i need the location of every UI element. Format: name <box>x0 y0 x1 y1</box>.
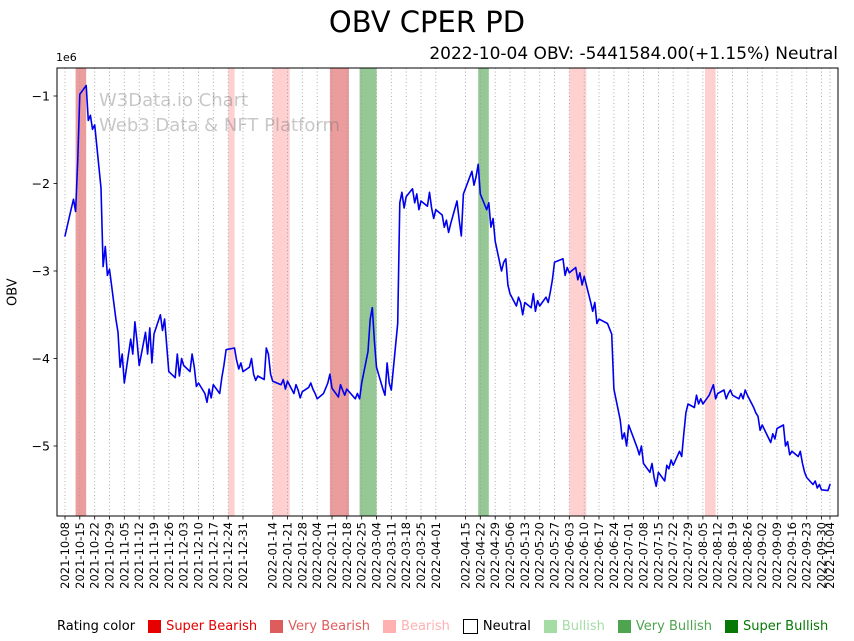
x-tick-label: 2022-03-25 <box>414 522 428 589</box>
legend-swatch-super_bullish <box>724 620 738 633</box>
x-tick-label: 2021-11-19 <box>147 522 161 589</box>
x-tick-label: 2021-12-10 <box>192 522 206 589</box>
rating-band-very_bearish <box>75 68 87 516</box>
x-tick-label: 2021-11-12 <box>132 522 146 589</box>
x-tick-label: 2022-05-27 <box>548 522 562 589</box>
x-tick-label: 2022-02-04 <box>310 522 324 589</box>
rating-band-bearish <box>569 68 587 516</box>
y-tick-label: −1 <box>32 89 50 104</box>
x-tick-label: 2021-10-08 <box>58 522 72 589</box>
x-tick-label: 2022-02-18 <box>340 522 354 589</box>
x-tick-label: 2022-03-04 <box>370 522 384 589</box>
x-tick-label: 2022-10-04 <box>823 522 837 589</box>
legend-label-very_bearish: Very Bearish <box>288 619 371 634</box>
x-tick-label: 2022-07-29 <box>681 522 695 589</box>
x-tick-label: 2021-11-26 <box>162 522 176 589</box>
x-tick-label: 2022-09-16 <box>785 522 799 589</box>
x-tick-label: 2022-06-03 <box>562 522 576 589</box>
legend-item-neutral: Neutral <box>462 619 531 634</box>
x-tick-label: 2022-04-22 <box>473 522 487 589</box>
rating-band-very_bullish <box>359 68 377 516</box>
x-tick-label: 2022-01-28 <box>295 522 309 589</box>
legend-item-bullish: Bullish <box>543 619 605 634</box>
x-tick-label: 2022-08-19 <box>726 522 740 589</box>
legend-label-neutral: Neutral <box>482 619 531 634</box>
x-tick-label: 2022-04-15 <box>459 522 473 589</box>
legend-swatch-very_bullish <box>617 620 631 633</box>
legend-item-very_bearish: Very Bearish <box>270 619 370 634</box>
x-tick-label: 2022-02-11 <box>325 522 339 589</box>
legend-swatch-bearish <box>383 620 397 633</box>
y-axis-multiplier: 1e6 <box>56 51 77 64</box>
legend-label-super_bearish: Super Bearish <box>166 619 258 634</box>
x-tick-label: 2021-10-29 <box>103 522 117 589</box>
x-tick-label: 2022-06-17 <box>592 522 606 589</box>
y-tick-label: −5 <box>32 439 50 454</box>
x-tick-label: 2021-10-15 <box>73 522 87 589</box>
rating-band-very_bearish <box>329 68 349 516</box>
chart-title: OBV CPER PD <box>328 5 526 39</box>
legend-item-very_bullish: Very Bullish <box>617 619 712 634</box>
x-tick-label: 2022-09-02 <box>755 522 769 589</box>
rating-band-very_bullish <box>478 68 489 516</box>
x-tick-label: 2022-08-12 <box>711 522 725 589</box>
x-tick-label: 2022-03-18 <box>399 522 413 589</box>
legend-label-super_bullish: Super Bullish <box>742 619 829 634</box>
x-tick-label: 2021-11-05 <box>117 522 131 589</box>
legend-title: Rating color <box>57 619 136 634</box>
chart-subtitle: 2022-10-04 OBV: -5441584.00(+1.15%) Neut… <box>429 44 838 64</box>
x-tick-label: 2022-04-29 <box>488 522 502 589</box>
legend-swatch-neutral <box>462 619 478 634</box>
legend-item-super_bullish: Super Bullish <box>724 619 829 634</box>
rating-band-bearish <box>228 68 235 516</box>
x-tick-label: 2021-12-31 <box>236 522 250 589</box>
x-tick-label: 2022-08-26 <box>740 522 754 589</box>
axes-frame <box>56 67 839 517</box>
x-tick-label: 2022-09-09 <box>770 522 784 589</box>
legend-swatch-very_bearish <box>270 620 284 633</box>
x-tick-label: 2022-01-14 <box>266 522 280 589</box>
y-tick-label: −3 <box>32 264 50 279</box>
legend-item-super_bearish: Super Bearish <box>148 619 257 634</box>
legend-item-bearish: Bearish <box>383 619 450 634</box>
x-tick-label: 2021-12-03 <box>177 522 191 589</box>
x-tick-label: 2022-04-01 <box>429 522 443 589</box>
x-tick-label: 2022-06-24 <box>607 522 621 589</box>
rating-band-bearish <box>272 68 290 516</box>
x-tick-label: 2022-07-22 <box>666 522 680 589</box>
legend-swatch-bullish <box>543 620 557 633</box>
x-tick-label: 2021-10-22 <box>88 522 102 589</box>
y-tick-label: −4 <box>32 351 50 366</box>
x-tick-label: 2022-07-01 <box>622 522 636 589</box>
x-tick-label: 2022-08-05 <box>696 522 710 589</box>
x-tick-label: 2022-02-25 <box>355 522 369 589</box>
x-tick-label: 2021-12-17 <box>206 522 220 589</box>
obv-line <box>64 84 831 492</box>
x-tick-label: 2022-09-30 <box>815 522 829 589</box>
rating-legend: Rating color Super Bearish Very Bearish Be… <box>57 619 828 634</box>
legend-swatch-super_bearish <box>148 620 162 633</box>
x-tick-label: 2022-05-20 <box>533 522 547 589</box>
x-tick-label: 2022-05-06 <box>503 522 517 589</box>
x-tick-label: 2022-03-11 <box>384 522 398 589</box>
x-tick-label: 2022-07-15 <box>651 522 665 589</box>
x-tick-label: 2022-07-08 <box>637 522 651 589</box>
y-tick-label: −2 <box>32 176 50 191</box>
x-tick-label: 2022-06-10 <box>577 522 591 589</box>
x-tick-label: 2022-01-21 <box>281 522 295 589</box>
legend-label-bullish: Bullish <box>561 619 605 634</box>
x-tick-label: 2022-05-13 <box>518 522 532 589</box>
x-tick-label: 2021-12-24 <box>221 522 235 589</box>
rating-band-bearish <box>705 68 716 516</box>
x-tick-label: 2022-09-23 <box>800 522 814 589</box>
legend-label-bearish: Bearish <box>401 619 450 634</box>
legend-label-very_bullish: Very Bullish <box>635 619 712 634</box>
